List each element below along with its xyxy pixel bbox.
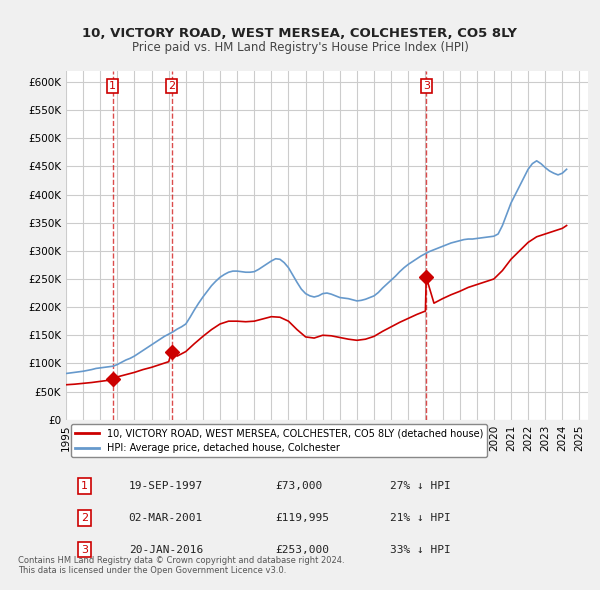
Text: £73,000: £73,000 xyxy=(275,481,322,491)
Text: 3: 3 xyxy=(423,81,430,91)
Text: £253,000: £253,000 xyxy=(275,545,329,555)
Text: 2: 2 xyxy=(81,513,88,523)
Text: Price paid vs. HM Land Registry's House Price Index (HPI): Price paid vs. HM Land Registry's House … xyxy=(131,41,469,54)
Text: 02-MAR-2001: 02-MAR-2001 xyxy=(128,513,203,523)
Text: 20-JAN-2016: 20-JAN-2016 xyxy=(128,545,203,555)
Legend: 10, VICTORY ROAD, WEST MERSEA, COLCHESTER, CO5 8LY (detached house), HPI: Averag: 10, VICTORY ROAD, WEST MERSEA, COLCHESTE… xyxy=(71,424,487,457)
Text: 1: 1 xyxy=(109,81,116,91)
Text: 1: 1 xyxy=(81,481,88,491)
Text: 3: 3 xyxy=(81,545,88,555)
Text: £119,995: £119,995 xyxy=(275,513,329,523)
Text: 33% ↓ HPI: 33% ↓ HPI xyxy=(389,545,451,555)
Text: 27% ↓ HPI: 27% ↓ HPI xyxy=(389,481,451,491)
Text: 2: 2 xyxy=(168,81,175,91)
Text: 10, VICTORY ROAD, WEST MERSEA, COLCHESTER, CO5 8LY: 10, VICTORY ROAD, WEST MERSEA, COLCHESTE… xyxy=(83,27,517,40)
Text: 19-SEP-1997: 19-SEP-1997 xyxy=(128,481,203,491)
Text: 21% ↓ HPI: 21% ↓ HPI xyxy=(389,513,451,523)
Text: Contains HM Land Registry data © Crown copyright and database right 2024.
This d: Contains HM Land Registry data © Crown c… xyxy=(18,556,344,575)
